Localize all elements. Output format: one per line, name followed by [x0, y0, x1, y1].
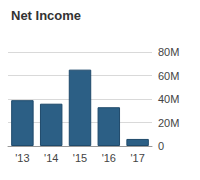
svg-text:'14: '14 — [44, 152, 58, 164]
svg-text:'17: '17 — [130, 152, 144, 164]
svg-text:20M: 20M — [158, 117, 179, 129]
svg-text:0: 0 — [158, 140, 164, 152]
svg-text:60M: 60M — [158, 70, 179, 82]
svg-text:40M: 40M — [158, 93, 179, 105]
svg-text:'16: '16 — [102, 152, 116, 164]
svg-text:80M: 80M — [158, 46, 179, 58]
svg-text:Net Income: Net Income — [11, 8, 81, 23]
svg-text:'15: '15 — [73, 152, 87, 164]
svg-text:'13: '13 — [15, 152, 29, 164]
